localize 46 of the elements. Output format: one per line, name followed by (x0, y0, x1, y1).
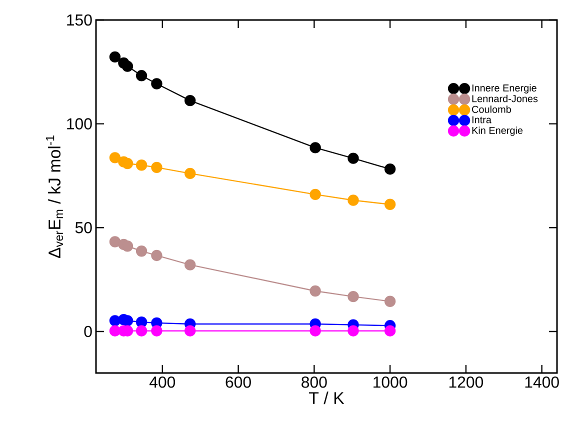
x-axis-title: T / K (309, 392, 344, 404)
point (109, 152, 121, 164)
point (384, 296, 396, 307)
y-tick-label: 150 (67, 14, 92, 26)
legend-label: Intra (472, 116, 492, 124)
point (310, 188, 321, 200)
legend-label: Kin Energie (472, 126, 523, 136)
point (310, 325, 321, 336)
point (136, 70, 148, 82)
point (122, 60, 134, 72)
point (348, 325, 359, 336)
point (384, 163, 396, 175)
point (136, 246, 148, 257)
point (184, 94, 196, 106)
point (122, 158, 134, 170)
point (384, 198, 396, 210)
point (348, 152, 359, 164)
point (184, 259, 196, 270)
point (151, 162, 162, 174)
point (136, 325, 148, 336)
point (310, 142, 321, 154)
legend-label: Lennard-Jones (472, 94, 538, 102)
x-tick-label: 1200 (449, 376, 484, 388)
legend-label: Coulomb (472, 106, 511, 113)
point (109, 51, 121, 63)
point (184, 168, 196, 180)
y-tick-label: 0 (84, 326, 92, 338)
point (310, 285, 321, 297)
point (109, 236, 121, 248)
y-tick-label: 100 (67, 118, 92, 130)
point (151, 250, 162, 262)
x-tick-label: 800 (302, 376, 327, 388)
point (348, 290, 359, 302)
y-axis-title: Δ$_{ver}$E$_{m}$ / kJ mol$^{-1}$ (46, 136, 64, 258)
point (136, 160, 148, 171)
y-tick-label: 50 (75, 222, 92, 234)
point (348, 194, 359, 206)
legend-label: Innere Energie (472, 84, 536, 94)
x-tick-label: 600 (226, 376, 251, 388)
point (384, 325, 396, 336)
point (151, 325, 162, 336)
point (151, 78, 162, 90)
point (184, 325, 196, 336)
x-tick-label: 1000 (374, 376, 408, 388)
x-tick-label: 1400 (525, 376, 559, 388)
x-tick-label: 400 (149, 376, 176, 388)
